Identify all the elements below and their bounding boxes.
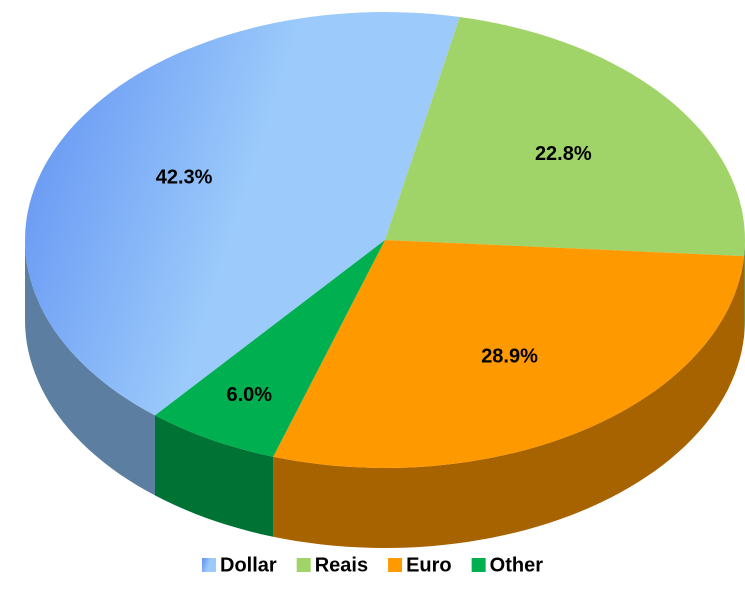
pie-slice: [155, 240, 385, 457]
legend-label: Dollar: [220, 554, 277, 576]
pie-side: [273, 256, 745, 548]
legend-swatch: [296, 558, 311, 572]
pie-side: [155, 415, 274, 537]
data-label: 42.3%: [156, 167, 213, 189]
pie-sides: [25, 240, 745, 548]
pie-tops: [25, 12, 745, 468]
pie-side-shade: [25, 240, 155, 496]
data-label: 28.9%: [481, 346, 538, 368]
legend-swatch: [471, 558, 486, 572]
legend-label: Euro: [406, 554, 452, 576]
pie-slice: [273, 240, 745, 468]
legend-label: Reais: [315, 554, 368, 576]
pie-side-shade: [273, 256, 745, 548]
data-label: 22.8%: [535, 143, 592, 165]
legend: Dollar Reais Euro Other: [202, 554, 543, 576]
legend-swatch: [202, 558, 217, 572]
legend-label: Other: [490, 554, 544, 576]
data-label: 6.0%: [226, 384, 272, 406]
pie-slice: [25, 12, 460, 416]
pie-side: [25, 240, 155, 496]
legend-swatch: [388, 558, 403, 572]
pie-side-shade: [155, 415, 274, 537]
pie-slice: [385, 17, 745, 257]
data-labels: 42.3% 22.8% 28.9% 6.0%: [156, 143, 592, 406]
